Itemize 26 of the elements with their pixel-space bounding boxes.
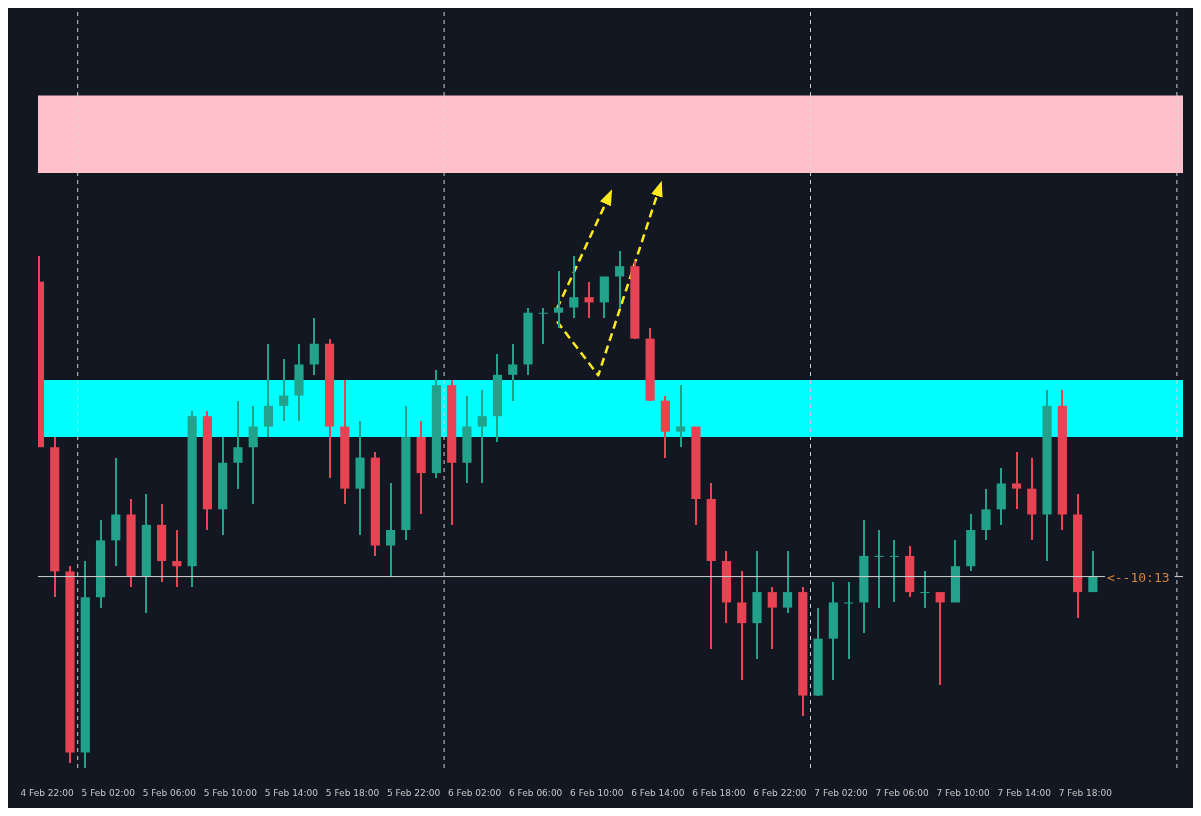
annotation: <--10:13 bbox=[1106, 569, 1170, 585]
candlestick bbox=[889, 540, 899, 603]
x-tick-label: 6 Feb 22:00 bbox=[753, 788, 807, 799]
x-tick-label: 7 Feb 14:00 bbox=[997, 788, 1052, 799]
x-tick-label: 7 Feb 06:00 bbox=[875, 788, 930, 799]
candlestick bbox=[676, 385, 686, 448]
x-tick-label: 6 Feb 02:00 bbox=[447, 788, 502, 799]
candlestick bbox=[844, 581, 854, 660]
x-tick-label: 6 Feb 18:00 bbox=[692, 788, 746, 799]
x-tick-label: 7 Feb 02:00 bbox=[814, 788, 868, 799]
x-tick-label: 5 Feb 22:00 bbox=[386, 788, 441, 799]
x-tick-label: 5 Feb 14:00 bbox=[264, 788, 319, 799]
candlestick bbox=[920, 571, 930, 608]
x-tick-label: 5 Feb 10:00 bbox=[203, 788, 258, 799]
x-tick-label: 7 Feb 10:00 bbox=[936, 788, 991, 799]
x-tick-label: 5 Feb 06:00 bbox=[142, 788, 197, 799]
candlestick bbox=[553, 271, 564, 329]
candlestick bbox=[874, 530, 884, 608]
x-tick-label: 5 Feb 18:00 bbox=[325, 788, 380, 799]
x-tick-label: 4 Feb 22:00 bbox=[20, 788, 75, 799]
x-tick-label: 5 Feb 02:00 bbox=[81, 788, 136, 799]
x-tick-label: 6 Feb 06:00 bbox=[509, 788, 563, 799]
x-tick-label: 6 Feb 10:00 bbox=[570, 788, 624, 799]
candlestick bbox=[538, 307, 548, 344]
x-tick-label: 7 Feb 18:00 bbox=[1058, 788, 1113, 799]
x-tick-label: 6 Feb 14:00 bbox=[631, 788, 685, 799]
